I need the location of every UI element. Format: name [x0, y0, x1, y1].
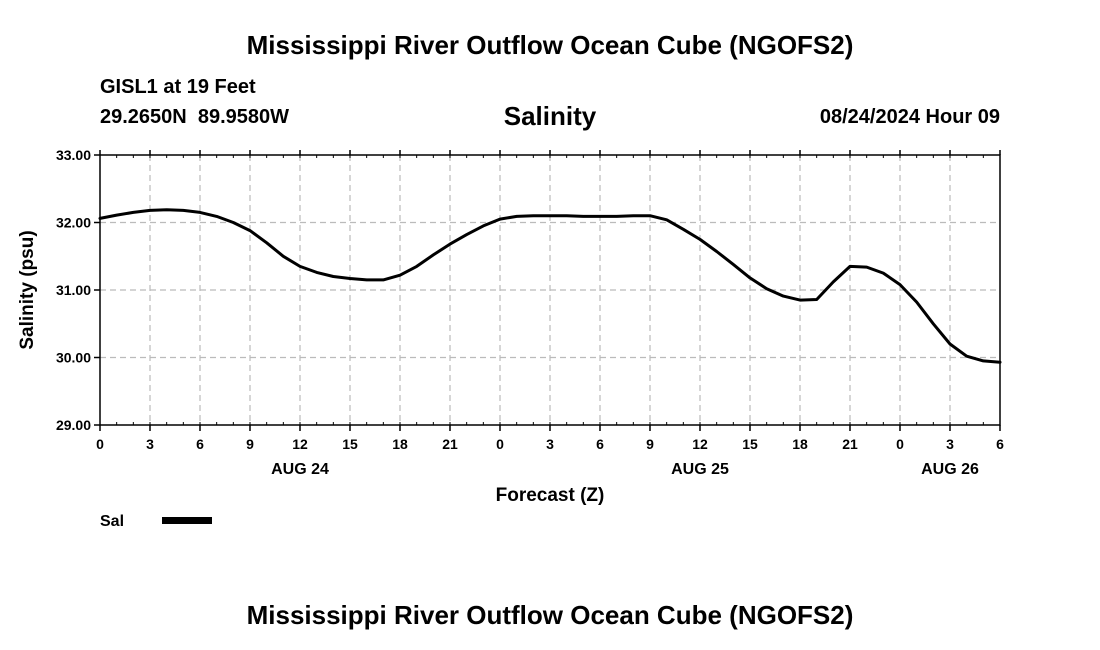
y-tick-label: 33.00	[56, 147, 91, 163]
x-tick-label: 3	[946, 436, 954, 452]
y-tick-label: 32.00	[56, 215, 91, 231]
x-tick-label: 3	[146, 436, 154, 452]
date-label: AUG 25	[671, 461, 729, 478]
date-label: AUG 26	[921, 461, 979, 478]
x-tick-label: 0	[496, 436, 504, 452]
x-tick-label: 12	[292, 436, 308, 452]
x-tick-label: 21	[842, 436, 858, 452]
x-tick-label: 0	[896, 436, 904, 452]
x-axis-label: Forecast (Z)	[496, 485, 605, 506]
x-tick-label: 12	[692, 436, 708, 452]
x-tick-label: 15	[342, 436, 358, 452]
x-tick-label: 0	[96, 436, 104, 452]
forecast-datetime: 08/24/2024 Hour 09	[819, 106, 1000, 128]
y-axis-label: Salinity (psu)	[17, 230, 38, 349]
legend-swatch-sal	[162, 517, 212, 524]
station-label: GISL1 at 19 Feet	[100, 76, 256, 98]
y-tick-label: 29.00	[56, 417, 91, 433]
x-tick-label: 9	[646, 436, 654, 452]
x-tick-label: 21	[442, 436, 458, 452]
y-tick-label: 30.00	[56, 350, 91, 366]
x-tick-label: 9	[246, 436, 254, 452]
x-tick-label: 3	[546, 436, 554, 452]
date-label: AUG 24	[271, 461, 329, 478]
x-tick-label: 18	[392, 436, 408, 452]
legend-label-sal: Sal	[100, 513, 124, 530]
x-tick-label: 6	[596, 436, 604, 452]
x-tick-label: 15	[742, 436, 758, 452]
footer-title: Mississippi River Outflow Ocean Cube (NG…	[246, 600, 854, 630]
series-line-sal	[98, 208, 1002, 364]
page-title: Mississippi River Outflow Ocean Cube (NG…	[246, 30, 854, 60]
y-tick-label: 31.00	[56, 282, 91, 298]
x-tick-label: 6	[996, 436, 1004, 452]
x-tick-label: 18	[792, 436, 808, 452]
station-coordinates: 29.2650N 89.9580W	[100, 106, 290, 128]
chart-title: Salinity	[503, 101, 597, 131]
x-tick-label: 6	[196, 436, 204, 452]
